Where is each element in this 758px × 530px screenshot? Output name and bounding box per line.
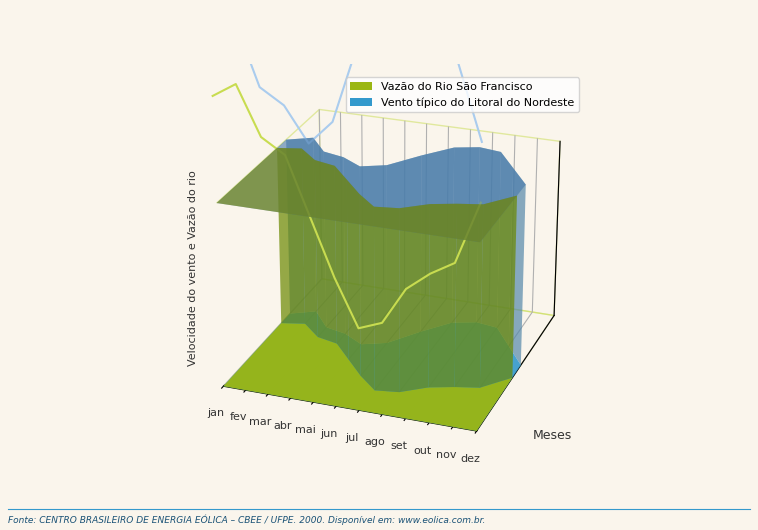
Text: Fonte: CENTRO BRASILEIRO DE ENERGIA EÓLICA – CBEE / UFPE. 2000. Disponível em: w: Fonte: CENTRO BRASILEIRO DE ENERGIA EÓLI… bbox=[8, 514, 485, 525]
Text: Meses: Meses bbox=[533, 429, 572, 442]
Text: Velocidade do vento e Vazão do rio: Velocidade do vento e Vazão do rio bbox=[187, 170, 198, 366]
Legend: Vazão do Rio São Francisco, Vento típico do Litoral do Nordeste: Vazão do Rio São Francisco, Vento típico… bbox=[346, 77, 579, 112]
